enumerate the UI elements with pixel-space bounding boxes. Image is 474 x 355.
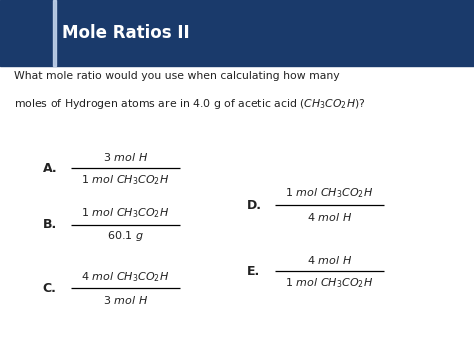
- Text: $4\ mol\ H$: $4\ mol\ H$: [307, 254, 352, 266]
- Text: $1\ mol\ CH_3CO_2H$: $1\ mol\ CH_3CO_2H$: [285, 187, 374, 200]
- Text: moles of Hydrogen atoms are in 4.0 g of acetic acid ($CH_3CO_2H$)?: moles of Hydrogen atoms are in 4.0 g of …: [14, 97, 366, 110]
- Text: $3\ mol\ H$: $3\ mol\ H$: [103, 151, 148, 163]
- Text: $60.1\ g$: $60.1\ g$: [107, 229, 144, 243]
- Bar: [0, 0, 474, 66]
- Text: A.: A.: [43, 162, 57, 175]
- Text: Mole Ratios II: Mole Ratios II: [62, 24, 189, 42]
- Text: E.: E.: [246, 265, 260, 278]
- Text: $1\ mol\ CH_3CO_2H$: $1\ mol\ CH_3CO_2H$: [285, 276, 374, 290]
- Bar: [53, 0, 56, 66]
- Text: $4\ mol\ CH_3CO_2H$: $4\ mol\ CH_3CO_2H$: [82, 270, 170, 284]
- Text: $1\ mol\ CH_3CO_2H$: $1\ mol\ CH_3CO_2H$: [82, 173, 170, 187]
- Text: $3\ mol\ H$: $3\ mol\ H$: [103, 294, 148, 306]
- Text: $4\ mol\ H$: $4\ mol\ H$: [307, 211, 352, 223]
- Text: What mole ratio would you use when calculating how many: What mole ratio would you use when calcu…: [14, 71, 340, 81]
- Text: $1\ mol\ CH_3CO_2H$: $1\ mol\ CH_3CO_2H$: [82, 206, 170, 220]
- Text: B.: B.: [43, 218, 57, 231]
- Text: D.: D.: [246, 198, 262, 212]
- Text: C.: C.: [43, 282, 56, 295]
